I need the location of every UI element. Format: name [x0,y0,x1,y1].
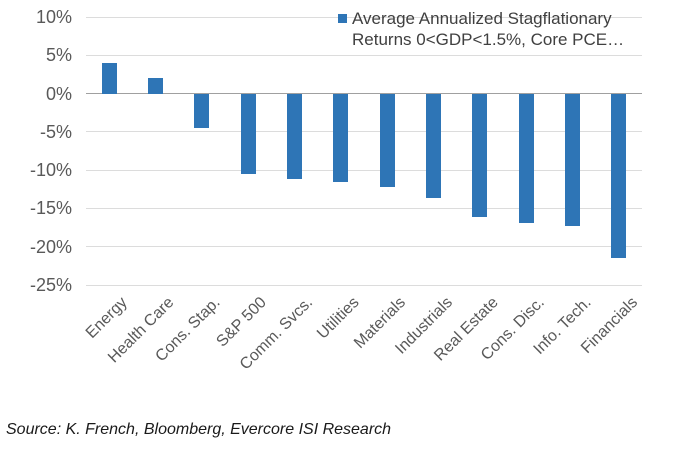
y-axis-tick-label: -15% [29,198,72,219]
bar-health-care [148,78,163,94]
bar-cons-stap- [194,93,210,129]
legend-label: Average Annualized Stagflationary Return… [352,9,625,49]
bar-s-p-500 [240,93,256,174]
bar-cons-disc- [518,93,534,223]
y-axis-tick-label: 0% [45,83,72,104]
gridline [86,16,642,18]
bar-comm-svcs- [287,93,302,180]
gridline [86,131,642,133]
y-axis-tick-label: -10% [29,160,72,181]
gridline [86,246,642,248]
zero-axis-line [86,93,642,95]
legend-marker-icon [338,14,347,23]
gridline [86,54,642,56]
y-axis-tick-label: -5% [39,121,72,142]
source-note: Source: K. French, Bloomberg, Evercore I… [6,421,392,438]
y-axis-tick-label: -25% [29,275,72,295]
bar-real-estate [472,93,488,217]
chart-legend: Average Annualized Stagflationary Return… [338,8,654,50]
bar-materials [379,93,395,187]
bar-financials [611,93,627,259]
bar-energy [101,62,117,94]
gridline [86,284,642,286]
y-axis-tick-label: 5% [45,45,72,66]
y-axis-tick-label: -20% [29,236,72,257]
y-axis-tick-label: 10% [35,7,72,27]
gridline [86,207,642,209]
bar-info-tech- [565,93,580,227]
bar-utilities [333,93,349,183]
gridline [86,169,642,171]
bar-industrials [426,93,441,198]
